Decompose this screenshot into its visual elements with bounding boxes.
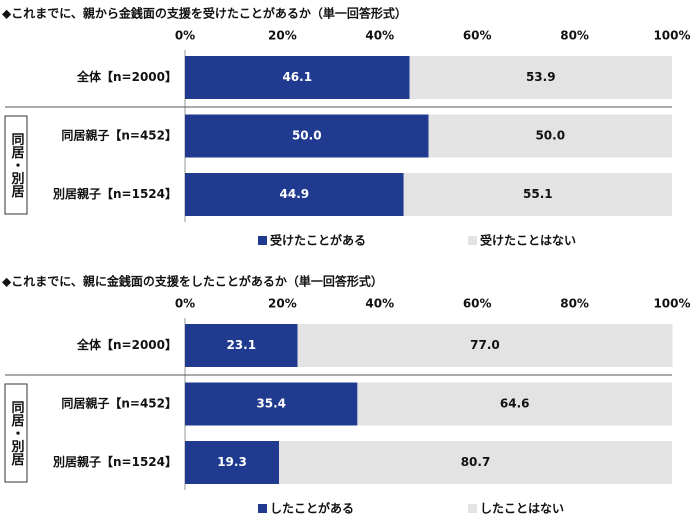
y-tick-label: 同居親子【n=452】 bbox=[61, 128, 177, 143]
bar-segment bbox=[185, 382, 358, 426]
legend-swatch bbox=[258, 504, 267, 513]
value-label: 64.6 bbox=[500, 397, 530, 411]
group-box bbox=[4, 383, 28, 483]
legend-label: 受けたことはない bbox=[480, 233, 576, 248]
bar-segment bbox=[403, 173, 672, 216]
bar-segment bbox=[428, 114, 672, 158]
value-label: 80.7 bbox=[461, 455, 491, 469]
legend-swatch bbox=[468, 236, 477, 245]
group-label: 同居・別居 bbox=[9, 133, 26, 199]
bar-segment bbox=[185, 441, 279, 484]
bar-segment bbox=[357, 382, 672, 426]
x-tick-label: 20% bbox=[268, 297, 297, 311]
y-tick-label: 別居親子【n=1524】 bbox=[52, 186, 177, 201]
bar-segment bbox=[185, 173, 404, 216]
y-tick-label: 別居親子【n=1524】 bbox=[52, 454, 177, 469]
y-tick-label: 全体【n=2000】 bbox=[76, 337, 177, 352]
x-tick-label: 100% bbox=[653, 297, 690, 311]
legend-label: したことがある bbox=[270, 501, 354, 516]
value-label: 19.3 bbox=[217, 455, 247, 469]
value-label: 35.4 bbox=[256, 397, 286, 411]
bar-segment bbox=[297, 324, 673, 367]
chart-title: ◆これまでに、親に金銭面の支援をしたことがあるか（単一回答形式） bbox=[2, 274, 383, 289]
value-label: 77.0 bbox=[470, 338, 500, 352]
bar-segment bbox=[185, 324, 298, 367]
x-tick-label: 0% bbox=[175, 29, 195, 43]
x-tick-label: 100% bbox=[653, 29, 690, 43]
x-tick-label: 60% bbox=[463, 29, 492, 43]
bar-segment bbox=[409, 56, 672, 99]
value-label: 53.9 bbox=[526, 70, 556, 84]
group-label: 同居・別居 bbox=[9, 401, 26, 467]
legend-swatch bbox=[468, 504, 477, 513]
value-label: 50.0 bbox=[535, 129, 565, 143]
x-tick-label: 40% bbox=[365, 297, 394, 311]
x-tick-label: 40% bbox=[365, 29, 394, 43]
bar-segment bbox=[278, 441, 672, 484]
group-box bbox=[4, 115, 28, 215]
legend-swatch bbox=[258, 236, 267, 245]
value-label: 23.1 bbox=[226, 338, 256, 352]
y-tick-label: 同居親子【n=452】 bbox=[61, 396, 177, 411]
chart-title: ◆これまでに、親から金銭面の支援を受けたことがあるか（単一回答形式） bbox=[2, 6, 407, 21]
x-tick-label: 20% bbox=[268, 29, 297, 43]
bar-segment bbox=[185, 114, 429, 158]
y-tick-label: 全体【n=2000】 bbox=[76, 69, 177, 84]
x-tick-label: 60% bbox=[463, 297, 492, 311]
x-tick-label: 80% bbox=[560, 297, 589, 311]
value-label: 55.1 bbox=[523, 187, 553, 201]
value-label: 50.0 bbox=[292, 129, 322, 143]
x-tick-label: 80% bbox=[560, 29, 589, 43]
value-label: 46.1 bbox=[282, 70, 312, 84]
legend-label: 受けたことがある bbox=[270, 233, 366, 248]
value-label: 44.9 bbox=[280, 187, 310, 201]
legend-label: したことはない bbox=[480, 502, 564, 516]
x-tick-label: 0% bbox=[175, 297, 195, 311]
bar-segment bbox=[185, 56, 410, 99]
